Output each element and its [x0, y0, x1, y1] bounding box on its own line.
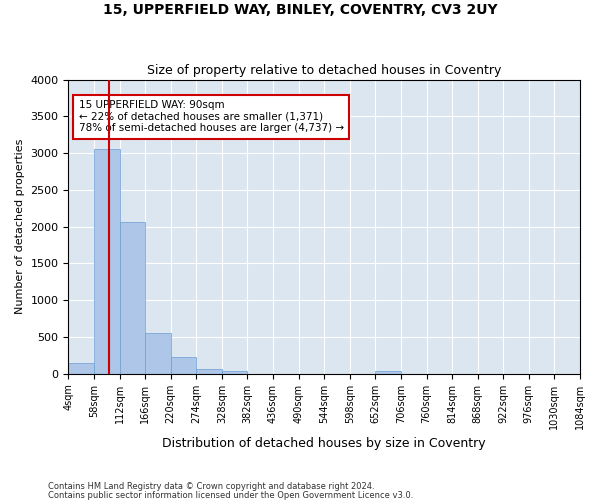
Bar	[222, 371, 247, 374]
Bar	[376, 371, 401, 374]
Bar	[94, 148, 119, 374]
Text: Contains public sector information licensed under the Open Government Licence v3: Contains public sector information licen…	[48, 490, 413, 500]
Bar	[119, 222, 145, 374]
Title: Size of property relative to detached houses in Coventry: Size of property relative to detached ho…	[147, 64, 502, 77]
X-axis label: Distribution of detached houses by size in Coventry: Distribution of detached houses by size …	[163, 437, 486, 450]
Bar	[68, 362, 94, 374]
Bar	[171, 357, 196, 374]
Y-axis label: Number of detached properties: Number of detached properties	[15, 139, 25, 314]
Bar	[196, 368, 222, 374]
Text: 15 UPPERFIELD WAY: 90sqm
← 22% of detached houses are smaller (1,371)
78% of sem: 15 UPPERFIELD WAY: 90sqm ← 22% of detach…	[79, 100, 344, 134]
Text: 15, UPPERFIELD WAY, BINLEY, COVENTRY, CV3 2UY: 15, UPPERFIELD WAY, BINLEY, COVENTRY, CV…	[103, 2, 497, 16]
Text: Contains HM Land Registry data © Crown copyright and database right 2024.: Contains HM Land Registry data © Crown c…	[48, 482, 374, 491]
Bar	[145, 332, 171, 374]
